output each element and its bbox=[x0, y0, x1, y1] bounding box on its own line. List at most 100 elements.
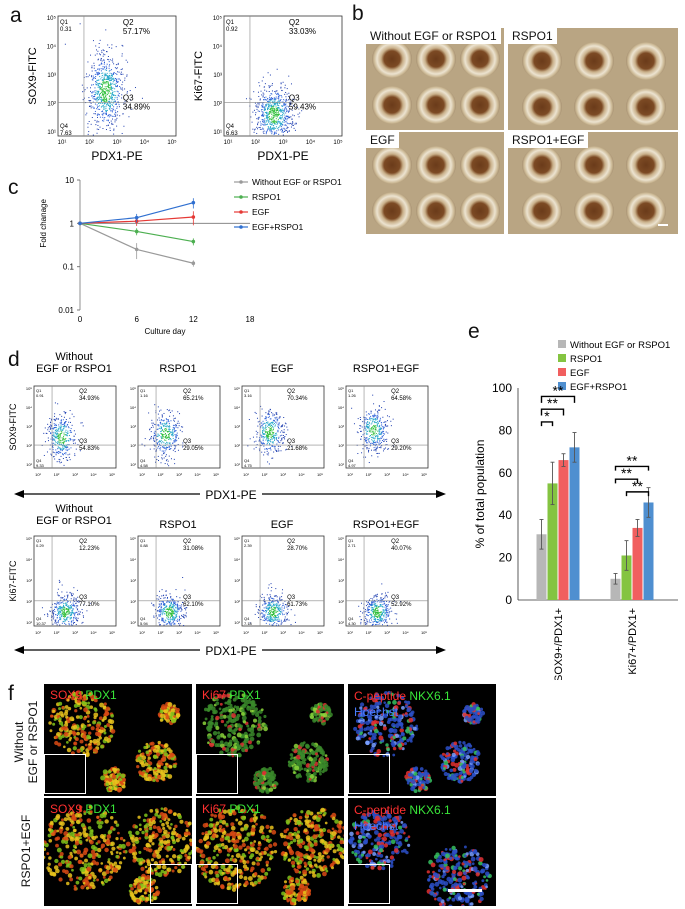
photo-label: EGF bbox=[366, 132, 399, 148]
photo-egf: EGF bbox=[366, 132, 504, 234]
x-tick-label: 0 bbox=[78, 315, 83, 324]
quadrant-q3: Q3 77.10% bbox=[79, 595, 100, 608]
y-tick-label: 100 bbox=[492, 381, 512, 395]
photo-rspo1: RSPO1 bbox=[508, 28, 678, 130]
x-tick-label: 10¹ bbox=[139, 472, 145, 477]
significance-label: * bbox=[544, 408, 550, 424]
quadrant-q4: Q4 4.30 bbox=[348, 616, 357, 626]
stain-red: SOX9 bbox=[50, 802, 83, 816]
quadrant-q4: Q4 6.63 bbox=[226, 124, 238, 137]
photo-label: RSPO1 bbox=[508, 28, 557, 44]
x-tick-label: 10⁴ bbox=[140, 139, 150, 146]
significance-label: ** bbox=[547, 395, 558, 411]
x-tick-label: 10⁴ bbox=[194, 472, 200, 477]
panel-label-e: e bbox=[468, 320, 480, 343]
legend-label: EGF+RSPO1 bbox=[570, 382, 627, 393]
quadrant-q1: Q1 0.92 bbox=[226, 20, 238, 33]
stain-red: C-peptide bbox=[354, 803, 407, 817]
significance-label: ** bbox=[621, 465, 632, 481]
legend-marker bbox=[239, 180, 243, 184]
data-point bbox=[78, 221, 82, 226]
x-tick-label: 10⁵ bbox=[167, 139, 177, 146]
y-tick-label: 10¹ bbox=[47, 130, 56, 136]
quadrant-q2: Q2 12.23% bbox=[79, 539, 100, 552]
y-tick-label: 10² bbox=[213, 102, 222, 108]
x-axis-label: PDX1-PE bbox=[257, 149, 308, 163]
y-tick-label: 10¹ bbox=[26, 462, 32, 467]
x-tick-label: 10⁵ bbox=[213, 472, 219, 477]
x-tick-label: 10¹ bbox=[243, 472, 249, 477]
x-axis-label: PDX1-PE bbox=[205, 644, 256, 658]
quadrant-q2: Q2 65.21% bbox=[183, 389, 204, 402]
x-tick-label: 10¹ bbox=[347, 472, 353, 477]
y-tick-label: 10² bbox=[130, 599, 136, 604]
x-tick-label: 10⁵ bbox=[109, 630, 115, 635]
x-tick-label: 10³ bbox=[176, 472, 182, 477]
fluor-combo-sox9: SOX9 PDX1 bbox=[44, 798, 192, 906]
legend-swatch bbox=[558, 382, 566, 390]
legend-label: Without EGF or RSPO1 bbox=[252, 177, 342, 187]
x-tick-label: 10¹ bbox=[224, 140, 233, 146]
data-point bbox=[191, 239, 196, 244]
y-axis-label: SOX9-FITC bbox=[8, 403, 18, 451]
y-tick-label: 10³ bbox=[26, 578, 32, 583]
data-point bbox=[191, 261, 196, 266]
flow-plot-frame bbox=[33, 535, 117, 627]
y-tick-label: 10³ bbox=[338, 424, 344, 429]
quadrant-q3: Q3 29.05% bbox=[183, 439, 204, 452]
x-tick-label: 10⁵ bbox=[333, 139, 343, 146]
stain-green: NKX6.1 bbox=[409, 803, 451, 817]
stain-green: NKX6.1 bbox=[409, 689, 451, 703]
y-tick-label: 10⁴ bbox=[130, 405, 136, 410]
x-tick-label: 18 bbox=[246, 315, 255, 324]
quadrant-q1: Q1 0.31 bbox=[60, 20, 72, 33]
panel-d-title: Without EGF or RSPO1 bbox=[36, 503, 112, 527]
stain-green: PDX1 bbox=[229, 802, 261, 816]
y-tick-label: 10¹ bbox=[338, 620, 344, 625]
fluor-without-ki67: Ki67 PDX1 bbox=[196, 684, 344, 796]
legend-swatch bbox=[558, 340, 566, 348]
quadrant-q3: Q3 52.92% bbox=[391, 595, 412, 608]
y-tick-label: 10⁴ bbox=[26, 557, 32, 562]
y-tick-label: 10⁴ bbox=[234, 557, 240, 562]
scale-bar bbox=[448, 889, 482, 892]
x-tick-label: 10² bbox=[366, 630, 372, 635]
y-tick-label: 0.01 bbox=[58, 306, 74, 315]
x-tick-label: 12 bbox=[189, 315, 198, 324]
panel-label-f: f bbox=[8, 682, 14, 705]
arrow-head-left bbox=[14, 646, 24, 654]
y-tick-label: 10² bbox=[130, 443, 136, 448]
x-tick-label: 10² bbox=[85, 140, 94, 146]
x-axis-label: PDX1-PE bbox=[91, 149, 142, 163]
quadrant-q1: Q1 3.16 bbox=[244, 388, 253, 398]
quadrant-q4: Q4 7.18 bbox=[244, 616, 253, 626]
quadrant-q2: Q2 34.93% bbox=[79, 389, 100, 402]
y-tick-label: 10³ bbox=[47, 73, 56, 79]
x-tick-label: 10⁵ bbox=[421, 630, 427, 635]
y-tick-label: 10⁴ bbox=[234, 405, 240, 410]
y-tick-label: 10 bbox=[65, 176, 74, 185]
quadrant-q2: Q2 40.07% bbox=[391, 539, 412, 552]
x-tick-label: 10³ bbox=[176, 630, 182, 635]
data-point bbox=[134, 215, 139, 220]
stain-green: PDX1 bbox=[85, 802, 117, 816]
stain-blue: Hoechst bbox=[354, 705, 399, 719]
bar bbox=[547, 483, 558, 600]
quadrant-q4: Q4 9.33 bbox=[36, 458, 45, 468]
stain-red: Ki67 bbox=[202, 688, 227, 702]
stain-red: SOX9 bbox=[50, 688, 83, 702]
x-tick-label: 10⁴ bbox=[298, 630, 304, 635]
y-tick-label: 10⁴ bbox=[338, 557, 344, 562]
data-point bbox=[134, 229, 139, 234]
quadrant-q4: Q4 4.97 bbox=[348, 458, 357, 468]
fluor-combo-cpeptide: C-peptide NKX6.1 Hoechst bbox=[348, 798, 496, 906]
panel-d-title: RSPO1+EGF bbox=[353, 519, 420, 531]
quadrant-q3: Q3 29.20% bbox=[391, 439, 412, 452]
bar bbox=[632, 527, 643, 600]
panel-d-title: RSPO1 bbox=[159, 363, 196, 375]
x-tick-label: 10² bbox=[366, 472, 372, 477]
x-tick-label: 10² bbox=[262, 472, 268, 477]
y-tick-label: 10² bbox=[26, 599, 32, 604]
x-tick-label: 10³ bbox=[72, 630, 78, 635]
